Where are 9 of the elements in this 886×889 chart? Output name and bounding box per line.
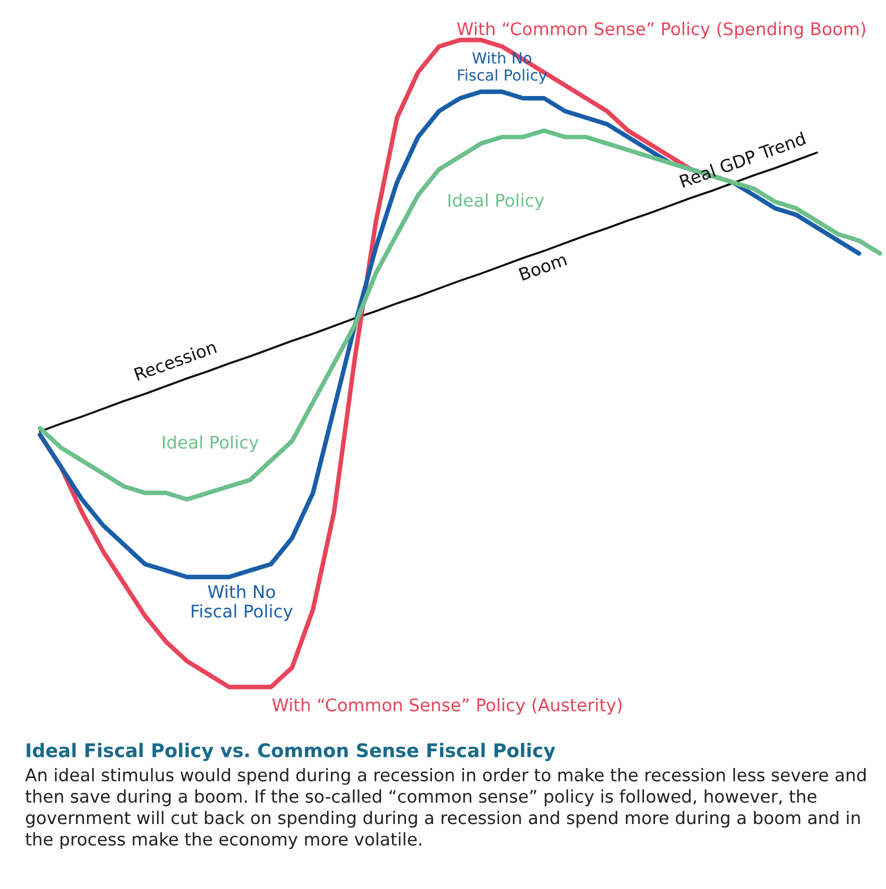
text: Real GDP Trend — [679, 131, 806, 188]
annotation: Boom — [518, 252, 568, 281]
text: With “Common Sense” Policy (Austerity) — [272, 698, 622, 715]
annotation: With No Fiscal Policy — [192, 584, 293, 622]
series-label: With “Common Sense” Policy (Spending Boom) — [457, 22, 866, 39]
text: Ideal Fiscal Policy vs. Common Sense Fiscal Policy — [26, 742, 556, 762]
series-label: Ideal Policy — [448, 193, 544, 210]
text: An ideal stimulus would spend during a recession in order to make the recession less severe and then save during a boom. If the so-called “common sense” policy is followed, however, the government will cut back on spending during a recession and spend more during a boom and in the process make the economy more volatile. — [25, 768, 866, 850]
annotation: Ideal Policy — [162, 435, 258, 452]
